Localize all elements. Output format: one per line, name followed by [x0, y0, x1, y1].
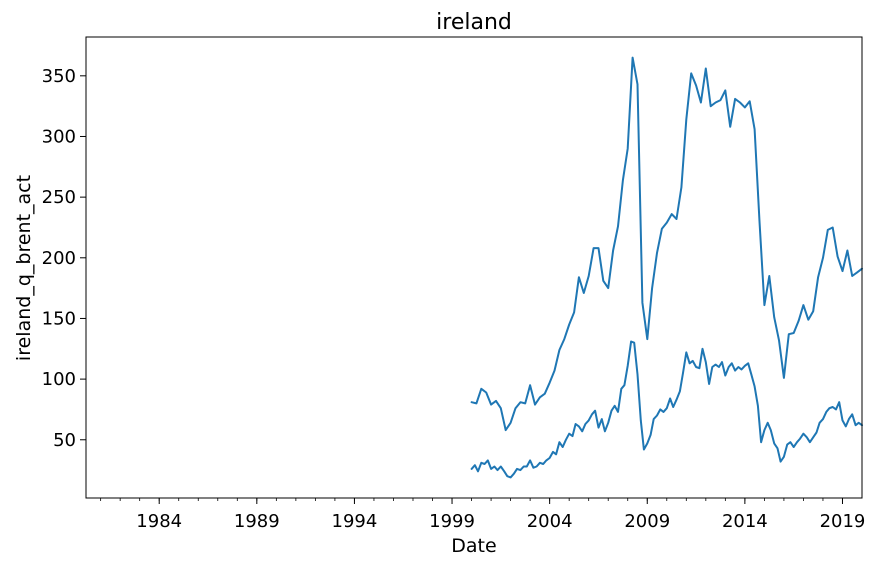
x-tick-label: 2019	[820, 511, 866, 532]
plot-area-frame	[85, 36, 863, 499]
x-tick-label: 1989	[234, 511, 280, 532]
series-layer	[470, 56, 863, 479]
x-axis-label: Date	[451, 535, 496, 557]
series-line-2	[470, 340, 863, 479]
y-axis: 50 100 150 200 250 300 350	[42, 66, 86, 451]
y-tick-label: 350	[42, 66, 76, 87]
x-tick-label: 1999	[429, 511, 475, 532]
y-tick-label: 100	[42, 369, 76, 390]
x-axis: 1984 1989 1994 1999 2004 2009 2014 2019	[100, 498, 866, 532]
x-tick-label: 2014	[722, 511, 768, 532]
x-tick-label: 2009	[624, 511, 670, 532]
x-tick-label: 1984	[136, 511, 182, 532]
x-tick-label: 1994	[332, 511, 378, 532]
y-axis-label: ireland_q_brent_act	[13, 175, 35, 361]
y-tick-label: 300	[42, 126, 76, 147]
series-line-1	[470, 56, 863, 432]
x-tick-label: 2004	[527, 511, 573, 532]
y-tick-label: 150	[42, 308, 76, 329]
chart-title: ireland	[436, 10, 512, 35]
y-tick-label: 250	[42, 187, 76, 208]
y-tick-label: 200	[42, 248, 76, 269]
y-tick-label: 50	[53, 430, 76, 451]
